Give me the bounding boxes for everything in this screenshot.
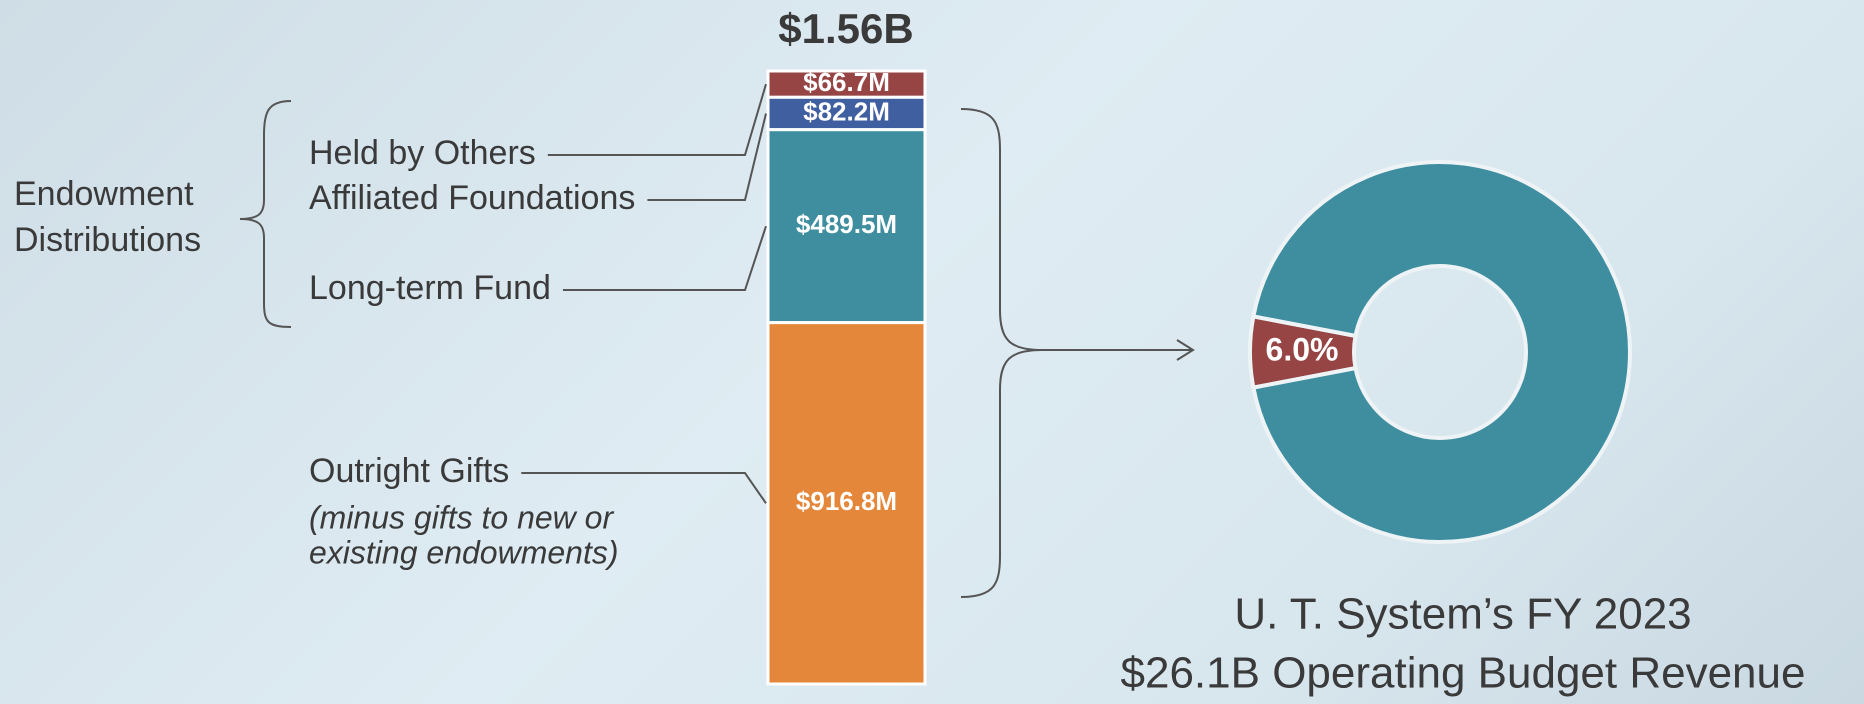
category-label: Long-term Fund — [309, 269, 551, 307]
donut-slice-label: 6.0% — [1266, 331, 1339, 367]
note: (minus gifts to new or — [309, 499, 614, 535]
connector-line — [547, 83, 767, 156]
connector-line — [562, 225, 767, 291]
bar-segment — [766, 128, 927, 325]
donut-title: U. T. System’s FY 2023 — [1234, 590, 1691, 639]
bar-value-label: $916.8M — [796, 486, 897, 516]
note: existing endowments) — [309, 534, 618, 570]
donut-slice — [1251, 160, 1633, 544]
arrow — [1042, 339, 1195, 361]
left-brace — [239, 100, 292, 328]
category-label: Outright Gifts — [309, 452, 509, 490]
bar-value-label: $489.5M — [796, 209, 897, 239]
bar-value-label: $82.2M — [803, 96, 890, 126]
connector-line — [647, 113, 767, 201]
connector-line — [521, 472, 767, 504]
annotation: Distributions — [14, 221, 201, 259]
right-brace — [960, 108, 1043, 598]
annotation: Endowment — [14, 175, 194, 213]
bar-value-label: $66.7M — [803, 67, 890, 97]
bar-segment — [766, 321, 927, 686]
category-label: Affiliated Foundations — [309, 179, 635, 217]
bar-total-title: $1.56B — [778, 5, 913, 52]
donut-subtitle: $26.1B Operating Budget Revenue — [1121, 649, 1806, 698]
category-label: Held by Others — [309, 134, 536, 172]
